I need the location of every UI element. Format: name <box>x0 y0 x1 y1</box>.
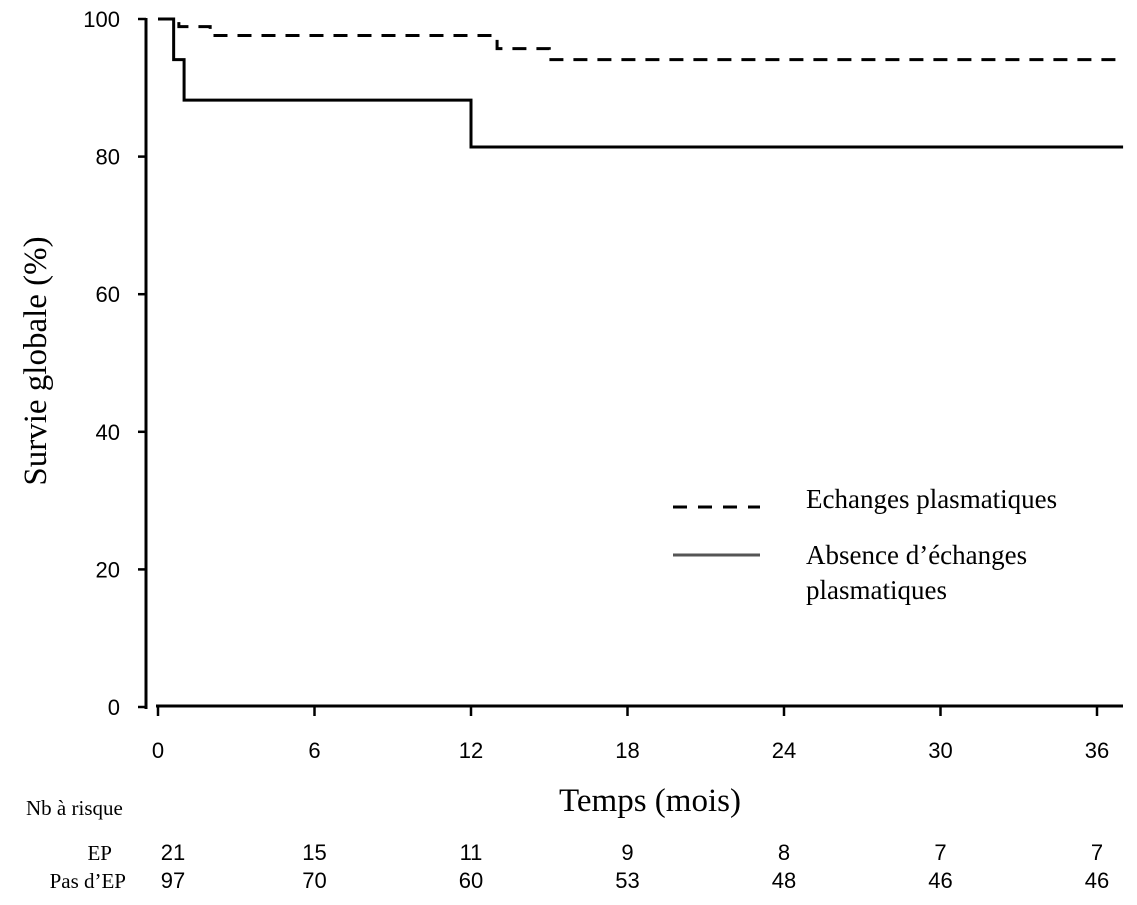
risk-value-pas-ep: 60 <box>459 868 483 893</box>
y-tick-label: 20 <box>96 557 120 582</box>
y-tick-label: 80 <box>96 145 120 170</box>
y-tick-label: 60 <box>96 282 120 307</box>
x-tick-label: 6 <box>308 738 320 763</box>
legend-label-ep: Echanges plasmatiques <box>806 484 1057 514</box>
risk-value-pas-ep: 97 <box>161 868 185 893</box>
risk-value-ep: 15 <box>302 840 326 865</box>
y-axis-ticks: 0 20 40 60 80 100 <box>83 7 146 720</box>
x-tick-label: 0 <box>152 738 164 763</box>
y-tick-label: 0 <box>108 695 120 720</box>
risk-value-ep: 7 <box>934 840 946 865</box>
legend-label-no-ep-line2: plasmatiques <box>806 575 947 605</box>
risk-row-label-pas-ep: Pas d’EP <box>50 869 126 893</box>
x-tick-label: 18 <box>615 738 639 763</box>
x-tick-label: 36 <box>1085 738 1109 763</box>
risk-value-ep: 8 <box>778 840 790 865</box>
risk-value-pas-ep: 46 <box>1085 868 1109 893</box>
risk-value-pas-ep: 46 <box>928 868 952 893</box>
legend: Echanges plasmatiques Absence d’échanges… <box>673 484 1057 605</box>
curve-absence-echanges <box>158 17 1124 149</box>
risk-table-values: 21 15 11 9 8 7 7 97 70 60 53 48 46 46 <box>161 840 1109 893</box>
risk-value-pas-ep: 53 <box>615 868 639 893</box>
y-tick-label: 100 <box>83 7 120 32</box>
y-axis-label: Survie globale (%) <box>18 236 54 485</box>
y-tick-label: 40 <box>96 420 120 445</box>
risk-table: Nb à risque EP Pas d’EP 21 15 11 9 8 7 7 97 70 60… <box>26 796 1109 893</box>
risk-value-ep: 11 <box>460 840 483 865</box>
x-tick-label: 12 <box>459 738 483 763</box>
x-tick-label: 30 <box>928 738 952 763</box>
risk-value-ep: 21 <box>161 840 185 865</box>
x-axis-ticks: 0 6 12 18 24 30 36 <box>152 706 1109 763</box>
risk-value-pas-ep: 48 <box>772 868 796 893</box>
survival-curves <box>158 17 1124 149</box>
risk-value-ep: 7 <box>1091 840 1103 865</box>
axes <box>144 18 1123 709</box>
x-axis-label: Temps (mois) <box>559 783 741 819</box>
x-tick-label: 24 <box>772 738 796 763</box>
curve-echanges-plasmatiques <box>158 17 1124 62</box>
risk-value-pas-ep: 70 <box>302 868 326 893</box>
risk-value-ep: 9 <box>621 840 633 865</box>
legend-label-no-ep-line1: Absence d’échanges <box>806 540 1027 570</box>
risk-table-title: Nb à risque <box>26 796 123 820</box>
risk-row-label-ep: EP <box>87 841 112 865</box>
